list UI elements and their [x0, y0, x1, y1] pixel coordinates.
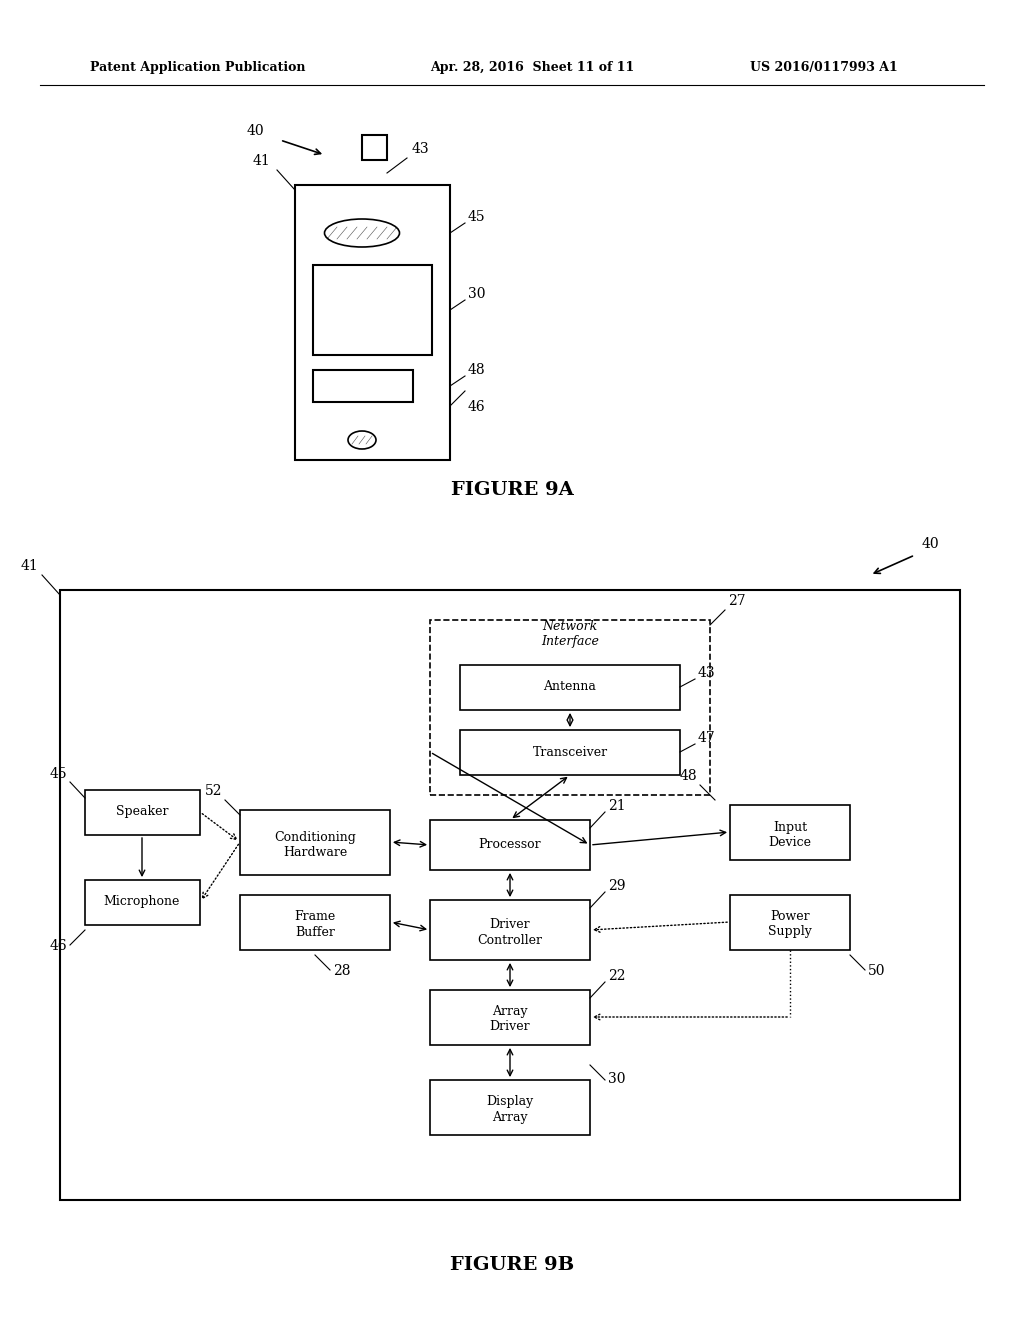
- Text: 41: 41: [20, 558, 38, 573]
- Ellipse shape: [325, 219, 399, 247]
- FancyBboxPatch shape: [362, 135, 387, 160]
- Text: 45: 45: [468, 210, 485, 224]
- Text: 45: 45: [49, 767, 67, 781]
- Text: 27: 27: [728, 594, 745, 609]
- Text: 30: 30: [468, 286, 485, 301]
- Text: 40: 40: [922, 537, 939, 550]
- Text: 43: 43: [412, 143, 430, 156]
- FancyBboxPatch shape: [85, 789, 200, 836]
- Text: Patent Application Publication: Patent Application Publication: [90, 62, 305, 74]
- FancyBboxPatch shape: [460, 730, 680, 775]
- FancyBboxPatch shape: [430, 1080, 590, 1135]
- Text: FIGURE 9B: FIGURE 9B: [450, 1257, 574, 1274]
- FancyBboxPatch shape: [430, 990, 590, 1045]
- Text: 40: 40: [246, 124, 264, 139]
- Text: Network: Network: [543, 620, 598, 634]
- FancyBboxPatch shape: [313, 265, 432, 355]
- Text: 47: 47: [698, 731, 716, 744]
- FancyBboxPatch shape: [460, 665, 680, 710]
- FancyBboxPatch shape: [60, 590, 961, 1200]
- Text: 46: 46: [49, 939, 67, 953]
- Text: Buffer: Buffer: [295, 925, 335, 939]
- Text: Interface: Interface: [541, 635, 599, 648]
- Text: Array: Array: [493, 1006, 527, 1019]
- Text: Frame: Frame: [294, 911, 336, 924]
- Text: Driver: Driver: [489, 919, 530, 932]
- FancyBboxPatch shape: [430, 900, 590, 960]
- Text: 41: 41: [252, 154, 270, 168]
- Text: Speaker: Speaker: [116, 805, 168, 818]
- Text: 52: 52: [205, 784, 222, 799]
- Text: Microphone: Microphone: [103, 895, 180, 908]
- FancyBboxPatch shape: [240, 810, 390, 875]
- Text: US 2016/0117993 A1: US 2016/0117993 A1: [750, 62, 898, 74]
- Text: FIGURE 9A: FIGURE 9A: [451, 480, 573, 499]
- Text: 30: 30: [608, 1072, 626, 1086]
- Text: Transceiver: Transceiver: [532, 746, 607, 759]
- Text: 43: 43: [698, 667, 716, 680]
- Text: Array: Array: [493, 1110, 527, 1123]
- Text: 48: 48: [468, 363, 485, 378]
- Text: Display: Display: [486, 1096, 534, 1109]
- Text: 28: 28: [333, 964, 350, 978]
- Text: 48: 48: [679, 770, 697, 783]
- Text: Processor: Processor: [478, 838, 542, 851]
- FancyBboxPatch shape: [730, 895, 850, 950]
- Text: Supply: Supply: [768, 925, 812, 939]
- Text: Conditioning: Conditioning: [274, 830, 356, 843]
- Text: Power: Power: [770, 911, 810, 924]
- FancyBboxPatch shape: [313, 370, 413, 403]
- FancyBboxPatch shape: [85, 880, 200, 925]
- Text: 50: 50: [868, 964, 886, 978]
- Text: Hardware: Hardware: [283, 846, 347, 858]
- Text: Controller: Controller: [477, 933, 543, 946]
- Text: Antenna: Antenna: [544, 681, 596, 693]
- Text: 21: 21: [608, 799, 626, 813]
- Text: 46: 46: [468, 400, 485, 414]
- Text: Input: Input: [773, 821, 807, 833]
- Text: 29: 29: [608, 879, 626, 894]
- Ellipse shape: [348, 432, 376, 449]
- Text: 22: 22: [608, 969, 626, 983]
- FancyBboxPatch shape: [730, 805, 850, 861]
- FancyBboxPatch shape: [295, 185, 450, 459]
- Text: Apr. 28, 2016  Sheet 11 of 11: Apr. 28, 2016 Sheet 11 of 11: [430, 62, 634, 74]
- FancyBboxPatch shape: [430, 820, 590, 870]
- Text: Driver: Driver: [489, 1020, 530, 1034]
- FancyBboxPatch shape: [240, 895, 390, 950]
- Text: Device: Device: [768, 836, 811, 849]
